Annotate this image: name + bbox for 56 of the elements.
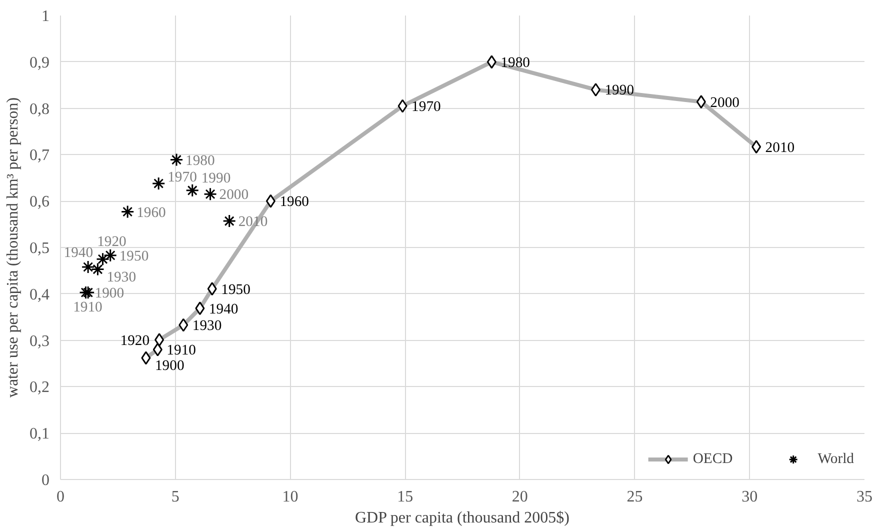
x-tick-label: 10 — [282, 488, 298, 506]
point — [104, 248, 118, 262]
annotation: 1970 — [168, 169, 197, 186]
point — [152, 176, 166, 190]
annotation: 2000 — [219, 187, 249, 204]
x-axis-title: GDP per capita (thousand 2005$) — [354, 510, 570, 526]
y-tick-label: 0 — [42, 472, 50, 489]
point — [222, 214, 236, 228]
annotation: 1900 — [94, 286, 124, 302]
x-tick-label: 25 — [626, 488, 643, 506]
annotation: 1960 — [280, 194, 309, 210]
annotation: 1980 — [186, 152, 215, 169]
y-axis-title: water use per capita (thousand km³ per person) — [4, 97, 22, 398]
y-tick-label: 1 — [42, 8, 50, 25]
x-tick-label: 0 — [56, 488, 64, 506]
annotation: 1920 — [97, 234, 126, 250]
y-tick-label: 0,1 — [30, 426, 50, 443]
annotation: 1950 — [221, 282, 250, 298]
annotation: 1950 — [119, 248, 149, 264]
point — [120, 205, 134, 219]
y-tick-label: 0,9 — [30, 54, 50, 72]
y-tick-label: 0,7 — [30, 147, 50, 164]
annotation: 1920 — [120, 332, 150, 349]
y-tick-label: 0,5 — [30, 240, 50, 257]
annotation: 1930 — [106, 269, 136, 286]
annotation: 2010 — [765, 140, 795, 156]
legend-label: World — [818, 450, 854, 468]
point — [90, 262, 104, 276]
point — [96, 252, 110, 266]
y-tick-label: 0,2 — [30, 379, 50, 396]
x-tick-label: 30 — [742, 488, 758, 506]
y-tick-label: 0,3 — [30, 332, 50, 350]
point — [170, 153, 184, 167]
x-tick-label: 20 — [512, 488, 528, 506]
point — [186, 184, 200, 198]
annotation: 1910 — [166, 342, 196, 359]
y-tick-label: 0,4 — [30, 286, 50, 304]
y-tick-label: 0,6 — [30, 194, 50, 211]
annotation: 1910 — [73, 300, 102, 316]
annotation: 1990 — [604, 82, 634, 99]
y-tick-label: 0,8 — [30, 100, 50, 118]
x-tick-label: 15 — [397, 488, 414, 506]
annotation: 1900 — [154, 358, 184, 374]
point — [81, 260, 95, 274]
annotation: 1960 — [136, 204, 166, 221]
annotation: 1940 — [64, 245, 94, 262]
annotation: 2000 — [710, 94, 740, 111]
x-tick-label: 5 — [171, 488, 180, 506]
annotation: 1930 — [192, 318, 222, 334]
annotation: 1990 — [201, 170, 231, 186]
point — [204, 187, 218, 201]
annotation: 1980 — [500, 54, 530, 71]
annotation: 1970 — [412, 98, 441, 115]
x-tick-label: 35 — [856, 488, 872, 506]
annotation: 1940 — [208, 301, 238, 318]
legend-label: OECD — [692, 450, 733, 468]
